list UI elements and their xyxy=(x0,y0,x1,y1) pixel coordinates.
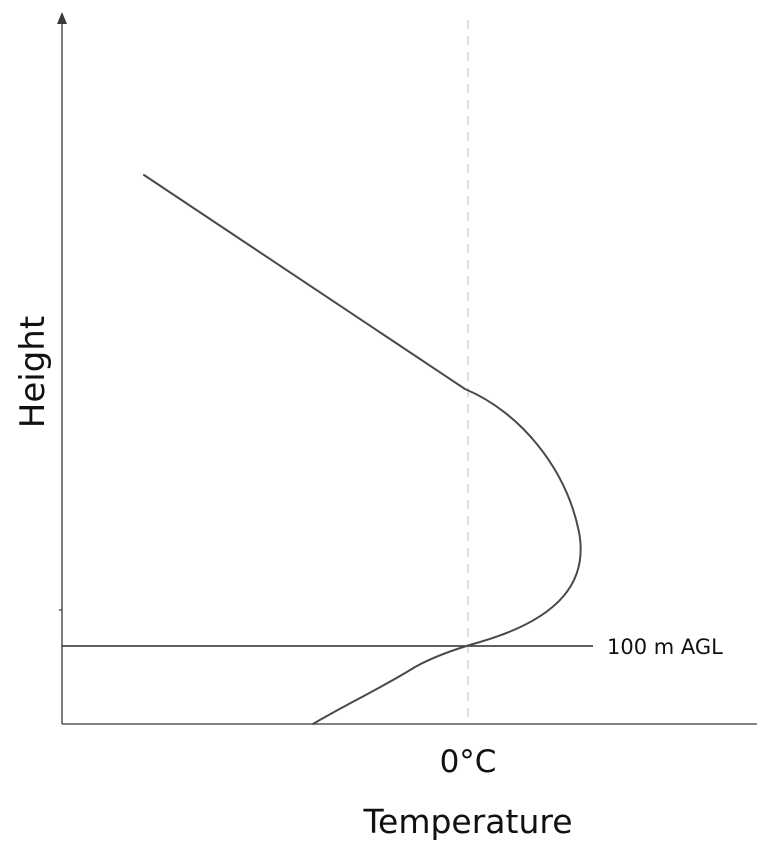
agl-reference-label: 100 m AGL xyxy=(607,635,723,659)
temperature-profile-curve xyxy=(143,174,582,725)
x-tick-label-zero: 0°C xyxy=(440,744,497,780)
x-axis-label: Temperature xyxy=(362,802,572,841)
y-axis-arrowhead xyxy=(57,12,67,24)
y-axis-label: Height xyxy=(13,316,53,428)
